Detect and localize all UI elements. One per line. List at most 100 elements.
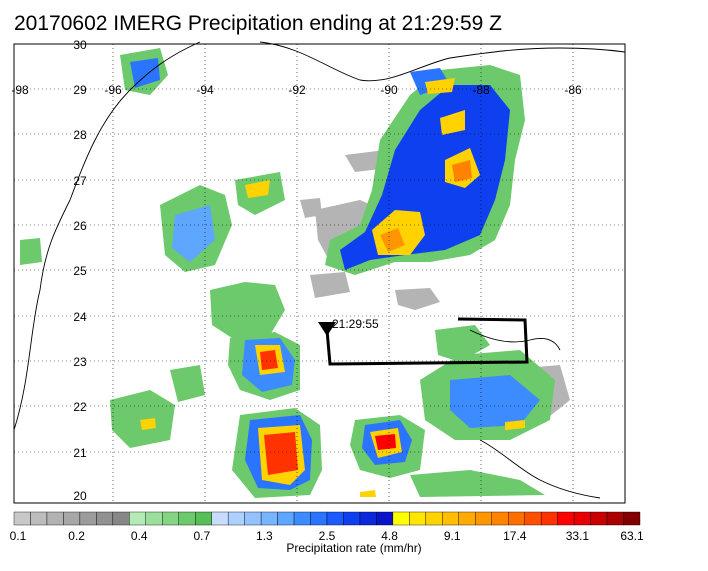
lat-label: 21 bbox=[73, 446, 87, 460]
colorbar-swatch bbox=[96, 511, 114, 526]
colorbar-swatch bbox=[13, 511, 31, 526]
colorbar-swatch bbox=[442, 511, 459, 526]
rain-core-yellow bbox=[425, 78, 455, 94]
colorbar-tick: 4.8 bbox=[381, 529, 398, 543]
rain-core-orange bbox=[452, 160, 472, 182]
colorbar-swatch bbox=[524, 511, 542, 526]
colorbar-tick: 2.5 bbox=[318, 529, 336, 543]
rain-core-red bbox=[260, 350, 278, 370]
colorbar-swatch bbox=[310, 511, 328, 526]
colorbar-tick: 33.1 bbox=[565, 529, 590, 543]
lat-label: 30 bbox=[73, 38, 87, 52]
colorbar-swatch bbox=[293, 511, 311, 526]
colorbar-tick: 0.2 bbox=[68, 529, 85, 543]
rain-area-blue bbox=[130, 58, 160, 88]
rain-area-light bbox=[395, 288, 440, 310]
satellite-track bbox=[318, 317, 529, 366]
rain-area-green bbox=[110, 390, 175, 448]
lon-label: -92 bbox=[288, 83, 306, 97]
colorbar-swatch bbox=[79, 511, 97, 526]
rain-core-yellow bbox=[140, 418, 156, 430]
lat-label: 24 bbox=[73, 310, 87, 324]
colorbar-swatch bbox=[540, 511, 558, 526]
colorbar-swatch bbox=[162, 511, 179, 526]
colorbar-swatch bbox=[326, 511, 344, 526]
colorbar-tick: 0.7 bbox=[193, 529, 211, 543]
colorbar-swatch bbox=[475, 511, 492, 526]
rain-area-green bbox=[210, 282, 285, 340]
lat-label: 23 bbox=[73, 355, 87, 369]
lat-label: 28 bbox=[73, 128, 87, 142]
rain-core-yellow bbox=[245, 180, 270, 198]
rain-area-blue bbox=[172, 205, 215, 262]
colorbar-swatch bbox=[392, 511, 410, 526]
map-title: 20170602 IMERG Precipitation ending at 2… bbox=[14, 12, 502, 35]
colorbar-swatch bbox=[260, 511, 278, 526]
rain-area-green bbox=[170, 365, 205, 402]
colorbar-swatch bbox=[491, 511, 509, 526]
graticule bbox=[14, 44, 625, 503]
colorbar-swatch bbox=[606, 511, 624, 526]
colorbar-swatch bbox=[145, 511, 163, 526]
rain-area-green bbox=[410, 470, 545, 497]
colorbar-tick: 17.4 bbox=[503, 529, 527, 543]
colorbar bbox=[13, 511, 641, 526]
track-end-marker bbox=[318, 322, 336, 336]
lat-label: 26 bbox=[73, 219, 87, 233]
rain-core-orange bbox=[380, 228, 405, 252]
colorbar-swatch bbox=[425, 511, 443, 526]
coastline bbox=[13, 41, 626, 499]
lon-label: -94 bbox=[196, 83, 214, 97]
colorbar-swatch bbox=[195, 511, 212, 526]
rain-area-light bbox=[310, 272, 350, 298]
colorbar-swatch bbox=[30, 511, 48, 526]
colorbar-swatch bbox=[112, 511, 130, 526]
colorbar-swatch bbox=[409, 511, 427, 526]
colorbar-swatch bbox=[590, 511, 608, 526]
rain-area-green bbox=[20, 238, 42, 265]
lon-label: -98 bbox=[11, 83, 29, 97]
lon-labels: -98 -96 -94 -92 -90 -88 -86 bbox=[11, 83, 582, 97]
rain-core-red bbox=[264, 432, 298, 475]
colorbar-swatch bbox=[63, 511, 81, 526]
colorbar-swatch bbox=[343, 511, 361, 526]
colorbar-label: Precipitation rate (mm/hr) bbox=[286, 541, 422, 555]
lat-label: 25 bbox=[73, 264, 87, 278]
lon-label: -90 bbox=[380, 83, 398, 97]
colorbar-swatch bbox=[557, 511, 575, 526]
colorbar-swatch bbox=[178, 511, 196, 526]
colorbar-tick: 9.1 bbox=[443, 529, 461, 543]
colorbar-tick: 0.1 bbox=[9, 529, 27, 543]
colorbar-tick: 0.4 bbox=[130, 529, 148, 543]
rain-core-yellow bbox=[440, 110, 465, 135]
rain-area-light bbox=[300, 198, 322, 218]
rain-core-red bbox=[375, 434, 396, 450]
lon-label: -88 bbox=[472, 83, 490, 97]
lat-labels: 30 29 28 27 26 25 24 23 22 21 20 bbox=[73, 38, 87, 503]
colorbar-swatch bbox=[211, 511, 229, 526]
colorbar-swatch bbox=[573, 511, 591, 526]
lat-label: 27 bbox=[73, 174, 87, 188]
track-time-label: 21:29:55 bbox=[332, 317, 379, 331]
lat-label: 29 bbox=[73, 83, 87, 97]
colorbar-swatch bbox=[623, 511, 641, 526]
colorbar-swatch bbox=[129, 511, 146, 526]
rain-area-green bbox=[435, 325, 490, 362]
lat-label: 22 bbox=[73, 400, 87, 414]
colorbar-swatch bbox=[46, 511, 64, 526]
rain-area-blue bbox=[450, 375, 540, 428]
lon-label: -86 bbox=[564, 83, 582, 97]
colorbar-swatch bbox=[359, 511, 377, 526]
colorbar-tick: 1.3 bbox=[256, 529, 273, 543]
lon-label: -96 bbox=[104, 83, 122, 97]
colorbar-swatch bbox=[508, 511, 525, 526]
colorbar-swatch bbox=[277, 511, 295, 526]
lat-label: 20 bbox=[73, 489, 87, 503]
colorbar-swatch bbox=[227, 511, 245, 526]
colorbar-swatch bbox=[244, 511, 262, 526]
precipitation-layer bbox=[20, 48, 570, 498]
colorbar-swatch bbox=[458, 511, 476, 526]
rain-core-yellow bbox=[360, 490, 376, 497]
colorbar-tick: 63.1 bbox=[620, 529, 644, 543]
